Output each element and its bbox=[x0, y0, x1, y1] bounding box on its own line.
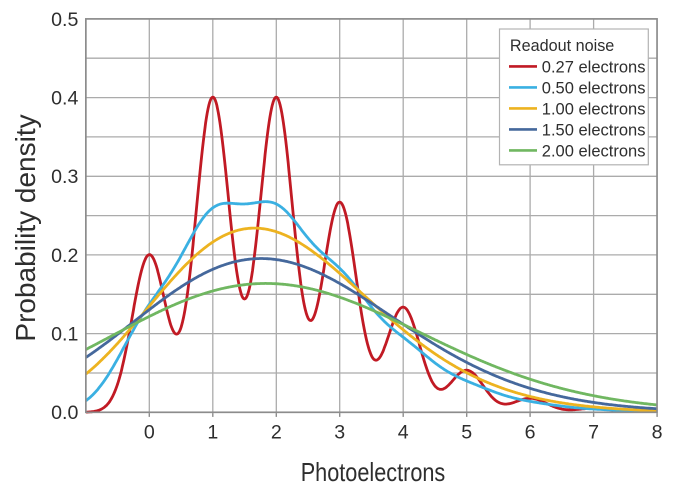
svg-text:0.0: 0.0 bbox=[51, 402, 78, 424]
svg-text:7: 7 bbox=[588, 421, 599, 443]
svg-text:2: 2 bbox=[271, 421, 282, 443]
svg-text:4: 4 bbox=[398, 421, 409, 443]
svg-text:3: 3 bbox=[334, 421, 345, 443]
svg-text:Photoelectrons: Photoelectrons bbox=[301, 458, 446, 487]
svg-text:2.00 electrons: 2.00 electrons bbox=[542, 142, 646, 160]
svg-text:1.00 electrons: 1.00 electrons bbox=[542, 100, 646, 118]
svg-text:5: 5 bbox=[461, 421, 472, 443]
svg-text:8: 8 bbox=[652, 421, 663, 443]
svg-text:0.5: 0.5 bbox=[51, 9, 78, 31]
svg-text:0.3: 0.3 bbox=[51, 166, 78, 188]
svg-text:Readout noise: Readout noise bbox=[510, 37, 614, 55]
svg-text:1.50 electrons: 1.50 electrons bbox=[542, 121, 646, 139]
svg-text:Probability density: Probability density bbox=[10, 114, 41, 341]
svg-text:0: 0 bbox=[144, 421, 155, 443]
svg-text:1: 1 bbox=[207, 421, 218, 443]
svg-text:0.4: 0.4 bbox=[51, 88, 78, 110]
svg-text:0.1: 0.1 bbox=[51, 324, 78, 346]
svg-text:0.2: 0.2 bbox=[51, 245, 78, 267]
svg-text:0.50 electrons: 0.50 electrons bbox=[542, 79, 646, 97]
svg-text:6: 6 bbox=[525, 421, 536, 443]
svg-text:0.27 electrons: 0.27 electrons bbox=[542, 58, 646, 76]
